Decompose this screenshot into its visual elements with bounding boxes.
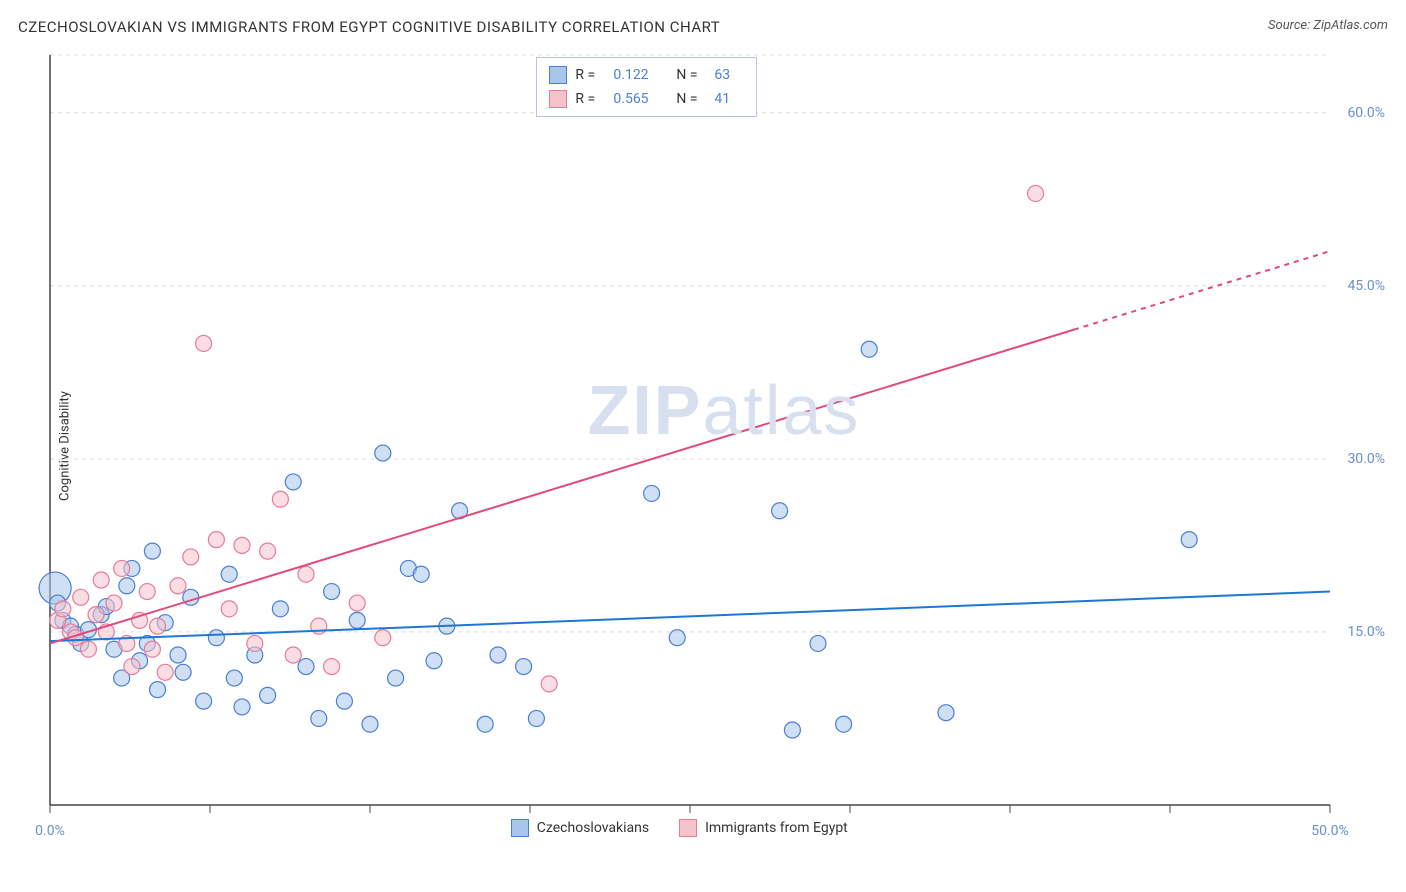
x-tick-label: 50.0%: [1311, 823, 1349, 839]
r-value: 0.565: [613, 91, 668, 107]
legend-swatch: [549, 90, 567, 108]
legend-swatch: [679, 819, 697, 837]
legend-label: Immigrants from Egypt: [705, 820, 848, 836]
legend-item: Czechoslovakians: [511, 819, 649, 837]
source-attribution: Source: ZipAtlas.com: [1268, 18, 1388, 33]
n-label: N =: [676, 91, 706, 107]
y-tick-label: 30.0%: [1347, 451, 1385, 467]
series-legend: Czechoslovakians Immigrants from Egypt: [511, 819, 848, 837]
r-value: 0.122: [613, 67, 668, 83]
legend-label: Czechoslovakians: [537, 820, 649, 836]
r-label: R =: [575, 91, 605, 107]
chart-title: CZECHOSLOVAKIAN VS IMMIGRANTS FROM EGYPT…: [18, 18, 720, 36]
r-label: R =: [575, 67, 605, 83]
legend-row: R = 0.122 N = 63: [549, 63, 744, 87]
n-value: 63: [714, 67, 744, 83]
x-tick-label: 0.0%: [35, 823, 65, 839]
n-value: 41: [714, 91, 744, 107]
legend-swatch: [511, 819, 529, 837]
legend-swatch: [549, 66, 567, 84]
correlation-legend: R = 0.122 N = 63 R = 0.565 N = 41: [536, 57, 757, 117]
y-tick-label: 60.0%: [1347, 105, 1385, 121]
n-label: N =: [676, 67, 706, 83]
scatter-plot-svg: [50, 55, 1330, 805]
y-tick-label: 15.0%: [1347, 624, 1385, 640]
legend-item: Immigrants from Egypt: [679, 819, 848, 837]
y-tick-label: 45.0%: [1347, 278, 1385, 294]
legend-row: R = 0.565 N = 41: [549, 87, 744, 111]
plot-area: ZIPatlas R =0.122N =63R =0.565N =41 Czec…: [50, 55, 1330, 805]
